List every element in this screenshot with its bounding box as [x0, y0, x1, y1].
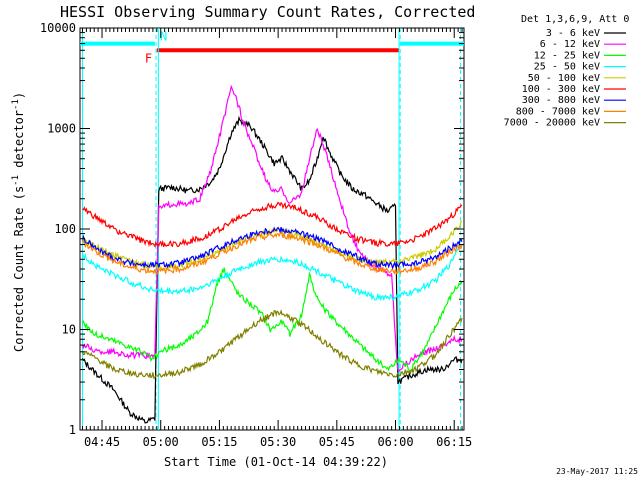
- y-axis-label-end: ): [12, 92, 26, 99]
- series-line-4: [81, 238, 463, 302]
- x-axis-label: Start Time (01-Oct-14 04:39:22): [164, 455, 388, 469]
- x-tick-label: 05:45: [319, 435, 355, 449]
- legend-label: 800 - 7000 keV: [516, 106, 600, 117]
- legend-header: Det 1,3,6,9, Att 0: [521, 14, 629, 25]
- legend-label: 50 - 100 keV: [528, 73, 600, 84]
- x-tick-label: 05:15: [201, 435, 237, 449]
- chart-title: HESSI Observing Summary Count Rates, Cor…: [60, 3, 475, 21]
- axis-ticks: 1 10 100 1000 10000 04:45 05:00 05:15 05:30 05:45…: [40, 21, 472, 449]
- series-line-3: [81, 267, 463, 373]
- y-axis-label-sup2: -1: [11, 99, 21, 110]
- legend-label: 300 - 800 keV: [522, 95, 600, 106]
- legend-label: 12 - 25 keV: [534, 50, 600, 61]
- night-label: N: [160, 30, 167, 44]
- series-line-5: [82, 220, 463, 271]
- flag-label: F: [145, 51, 152, 65]
- x-tick-label: 06:15: [436, 435, 472, 449]
- y-tick-label: 1000: [47, 122, 76, 136]
- x-tick-label: 05:30: [260, 435, 296, 449]
- series-line-2: [81, 84, 463, 372]
- series-line-1: [81, 115, 463, 424]
- y-tick-label: 1: [69, 423, 76, 437]
- y-tick-label: 10: [62, 323, 76, 337]
- series-line-6: [82, 201, 463, 248]
- y-axis-label-main: Corrected Count Rate (s: [12, 186, 26, 352]
- x-tick-label: 06:00: [377, 435, 413, 449]
- legend-label: 6 - 12 keV: [540, 39, 600, 50]
- y-tick-label: 10000: [40, 21, 76, 35]
- y-tick-label: 100: [54, 222, 76, 236]
- date-stamp: 23-May-2017 11:25: [556, 467, 638, 476]
- series-layer: [81, 84, 463, 424]
- legend-label: 7000 - 20000 keV: [504, 118, 600, 129]
- y-axis-label: Corrected Count Rate (s-1 detector-1): [11, 92, 26, 352]
- series-line-8: [81, 231, 463, 276]
- y-axis-label-mid: detector: [12, 110, 26, 175]
- series-line-9: [81, 309, 463, 380]
- legend-label: 25 - 50 keV: [534, 62, 600, 73]
- annotation-layer: NF: [80, 28, 464, 430]
- series-line-7: [81, 226, 463, 271]
- x-tick-label: 05:00: [143, 435, 179, 449]
- x-tick-label: 04:45: [84, 435, 120, 449]
- legend-label: 100 - 300 keV: [522, 84, 600, 95]
- legend-label: 3 - 6 keV: [546, 28, 600, 39]
- y-axis-label-sup1: -1: [11, 175, 21, 186]
